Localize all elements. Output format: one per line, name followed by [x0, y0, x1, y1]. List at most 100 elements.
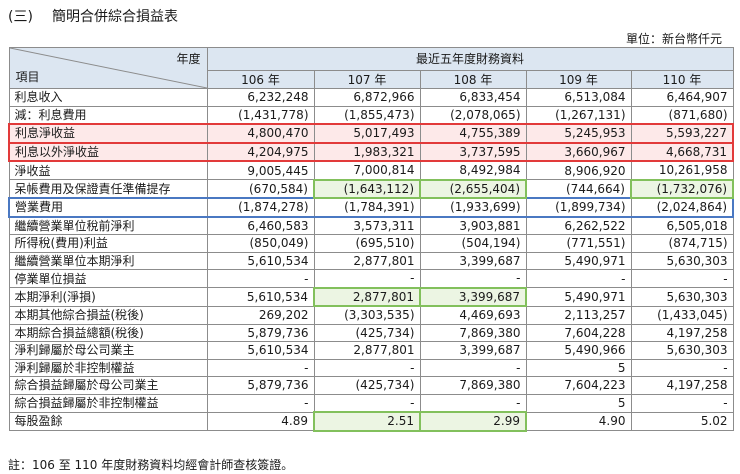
table-row: 繼續營業單位稅前淨利 6,460,583 3,573,311 3,903,881 6,2…: [8, 216, 734, 235]
section-heading: (三) 簡明合併綜合損益表: [8, 6, 178, 26]
corner-year-label: 年度: [176, 52, 201, 66]
value-cell: 3,399,687: [419, 286, 527, 307]
value-cell: -: [630, 269, 734, 288]
value-cell: 6,464,907: [630, 88, 734, 107]
value-cell: 1,983,321: [313, 141, 421, 162]
value-cell: -: [630, 358, 734, 377]
value-cell: (695,510): [313, 234, 421, 253]
value-cell: (2,024,864): [630, 197, 735, 218]
value-cell: 5,630,303: [630, 341, 734, 360]
table-row: 所得稅(費用)利益 (850,049) (695,510) (504,194) (771…: [8, 234, 734, 253]
value-cell: 3,399,687: [419, 251, 527, 270]
table-row: 綜合損益歸屬於母公司業主 5,879,736 (425,734) 7,869,380 7…: [8, 376, 734, 395]
table-row: 淨利歸屬於母公司業主 5,610,534 2,877,801 3,399,687 5,4…: [8, 341, 734, 360]
row-label: 淨收益: [8, 160, 208, 180]
value-cell: (1,643,112): [313, 178, 421, 199]
value-cell: 6,513,084: [525, 88, 632, 107]
value-cell: 6,460,583: [206, 216, 315, 235]
value-cell: (2,078,065): [419, 105, 527, 125]
value-cell: 6,232,248: [206, 88, 315, 107]
value-cell: (2,655,404): [419, 178, 527, 199]
value-cell: 4,800,470: [206, 123, 315, 144]
row-label: 繼續營業單位本期淨利: [8, 251, 208, 270]
group-header: 最近五年度財務資料: [206, 47, 734, 71]
value-cell: 2,113,257: [525, 305, 632, 325]
footnote: 註：106 至 110 年度財務資料均經會計師查核簽證。: [8, 458, 294, 472]
value-cell: 5: [525, 393, 632, 413]
value-cell: 3,737,595: [419, 141, 527, 162]
value-cell: 4,755,389: [419, 123, 527, 144]
value-cell: (1,874,278): [206, 197, 315, 218]
corner-header: 年度 項目: [8, 47, 208, 89]
row-label: 停業單位損益: [8, 269, 208, 288]
year-header: 109 年: [525, 70, 632, 89]
value-cell: 7,604,228: [525, 323, 632, 342]
value-cell: -: [206, 358, 315, 377]
value-cell: 2,877,801: [313, 341, 421, 360]
value-cell: (670,584): [206, 179, 315, 199]
value-cell: (871,680): [630, 105, 734, 125]
value-cell: (1,784,391): [313, 197, 421, 218]
diagonal-line: [10, 48, 207, 88]
value-cell: (1,267,131): [525, 105, 632, 125]
year-header: 108 年: [419, 70, 527, 89]
value-cell: 7,869,380: [419, 323, 527, 342]
value-cell: (1,732,076): [629, 178, 735, 199]
value-cell: 5,245,953: [525, 123, 632, 144]
row-label: 利息收入: [8, 88, 208, 107]
value-cell: 3,660,967: [525, 141, 632, 162]
row-label: 本期淨利(淨損): [8, 287, 208, 307]
table-row: 呆帳費用及保證責任準備提存 (670,584) (1,643,112) (2,655,…: [8, 178, 735, 199]
value-cell: 4,204,975: [206, 141, 315, 162]
value-cell: 5,610,534: [206, 287, 315, 307]
value-cell: 5,879,736: [206, 323, 315, 342]
value-cell: 5,610,534: [206, 341, 315, 360]
table-row: 營業費用 (1,874,278) (1,784,391) (1,933,699) (1,…: [8, 197, 735, 218]
row-label: 淨利歸屬於非控制權益: [8, 358, 208, 377]
table-row: 利息淨收益 4,800,470 5,017,493 4,755,389 5,245,95…: [8, 123, 735, 144]
value-cell: 4,197,258: [630, 323, 734, 342]
row-label: 減：利息費用: [8, 105, 208, 125]
table-row: 本期其他綜合損益(稅後) 269,202 (3,303,535) 4,469,693 2…: [8, 305, 734, 325]
row-label: 淨利歸屬於母公司業主: [8, 341, 208, 360]
value-cell: 2.51: [313, 411, 421, 432]
value-cell: 5,593,227: [630, 123, 735, 144]
value-cell: 7,604,223: [525, 376, 632, 395]
value-cell: -: [419, 393, 527, 413]
table-row: 利息以外淨收益 4,204,975 1,983,321 3,737,595 3,660,…: [8, 141, 735, 162]
table-row: 淨利歸屬於非控制權益 - - -5-: [8, 358, 734, 377]
row-label: 呆帳費用及保證責任準備提存: [8, 179, 208, 199]
value-cell: (1,433,045): [630, 305, 734, 325]
value-cell: 4.90: [525, 411, 632, 431]
section-number: (三): [8, 9, 33, 25]
value-cell: 5: [525, 358, 632, 377]
table-row: 本期淨利(淨損) 5,610,534 2,877,801 3,399,687 5,490…: [8, 286, 734, 307]
value-cell: 4,197,258: [630, 376, 734, 395]
value-cell: -: [313, 393, 421, 413]
row-label: 本期其他綜合損益(稅後): [8, 305, 208, 325]
value-cell: (1,431,778): [206, 105, 315, 125]
value-cell: -: [419, 358, 527, 377]
table-row: 停業單位損益 - - - - -: [8, 269, 734, 288]
value-cell: 6,872,966: [313, 88, 421, 107]
value-cell: -: [419, 269, 527, 288]
value-cell: (425,734): [313, 376, 421, 395]
row-label: 每股盈餘: [8, 411, 208, 431]
row-label: 綜合損益歸屬於母公司業主: [8, 376, 208, 395]
value-cell: 269,202: [206, 305, 315, 325]
value-cell: 5,490,971: [525, 287, 632, 307]
value-cell: 5,610,534: [206, 251, 315, 270]
value-cell: 6,262,522: [525, 216, 632, 235]
currency-unit: 單位：新台幣仟元: [625, 32, 722, 46]
value-cell: 5,630,303: [630, 251, 734, 270]
table-row: 綜合損益歸屬於非控制權益 - - -5-: [8, 393, 734, 413]
value-cell: -: [525, 269, 632, 288]
value-cell: (1,933,699): [419, 197, 527, 218]
value-cell: 6,833,454: [419, 88, 527, 107]
row-label: 所得稅(費用)利益: [8, 234, 208, 253]
table-row: 本期綜合損益總額(稅後) 5,879,736 (425,734) 7,869,380 7…: [8, 323, 734, 342]
table-row: 繼續營業單位本期淨利 5,610,534 2,877,801 3,399,687 5,4…: [8, 251, 734, 270]
row-label: 營業費用: [8, 197, 208, 218]
row-label: 綜合損益歸屬於非控制權益: [8, 393, 208, 413]
value-cell: (874,715): [630, 234, 734, 253]
